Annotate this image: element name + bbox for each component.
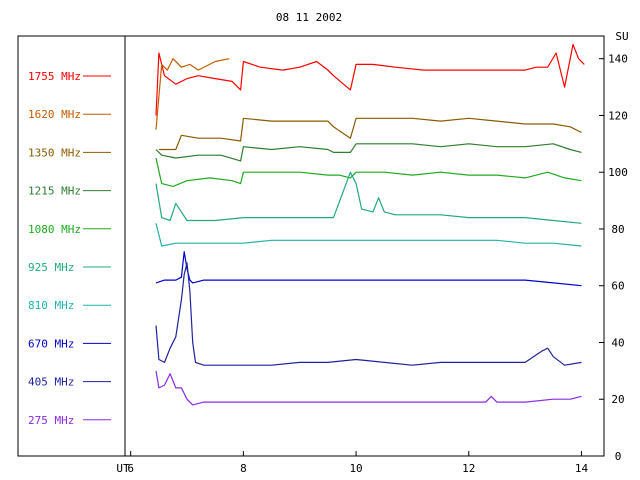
legend-label: 810 MHz <box>28 299 74 312</box>
series-line <box>155 251 582 287</box>
legend-label: 1215 MHz <box>28 185 81 198</box>
x-tick-label: 6 <box>127 462 134 475</box>
y-tick-label: 0 <box>615 450 622 463</box>
legend: 1755 MHz 1620 MHz 1350 MHz 1215 MHz 1080 MHz… <box>28 70 111 427</box>
y-tick-label: 60 <box>611 280 624 293</box>
series-line <box>155 262 582 366</box>
series-line <box>155 171 582 224</box>
y-tick-label: 40 <box>611 336 624 349</box>
legend-label: 275 MHz <box>28 414 74 427</box>
x-tick-label: 8 <box>240 462 247 475</box>
y-tick-label: 120 <box>608 109 628 122</box>
x-tick-label: 10 <box>349 462 362 475</box>
x-tick-label: 12 <box>462 462 475 475</box>
series-line <box>155 157 582 187</box>
series-line <box>158 117 582 151</box>
x-tick-label: 14 <box>575 462 589 475</box>
x-axis-label: UT <box>116 462 130 475</box>
series-line <box>155 223 582 247</box>
legend-label: 1755 MHz <box>28 70 81 83</box>
series-line <box>155 43 585 116</box>
chart-title: 08 11 2002 <box>276 11 342 24</box>
y-tick-label: 20 <box>611 393 624 406</box>
legend-label: 1350 MHz <box>28 146 81 159</box>
series-line <box>155 143 582 162</box>
y-tick-label: 80 <box>611 223 624 236</box>
legend-label: 405 MHz <box>28 376 74 389</box>
x-axis: 6 8 10 12 14 <box>127 451 588 475</box>
plot-area <box>155 43 585 406</box>
plot-frame <box>17 35 605 457</box>
y-axis: 0 20 40 60 80 100 120 140 <box>599 53 628 463</box>
legend-label: 1620 MHz <box>28 108 81 121</box>
series-line <box>155 58 230 130</box>
y-tick-label: 140 <box>608 53 628 66</box>
legend-label: 925 MHz <box>28 261 74 274</box>
y-axis-label: SU <box>615 30 628 43</box>
legend-label: 1080 MHz <box>28 223 81 236</box>
y-tick-label: 100 <box>608 166 628 179</box>
series-line <box>155 370 582 406</box>
legend-label: 670 MHz <box>28 337 74 350</box>
